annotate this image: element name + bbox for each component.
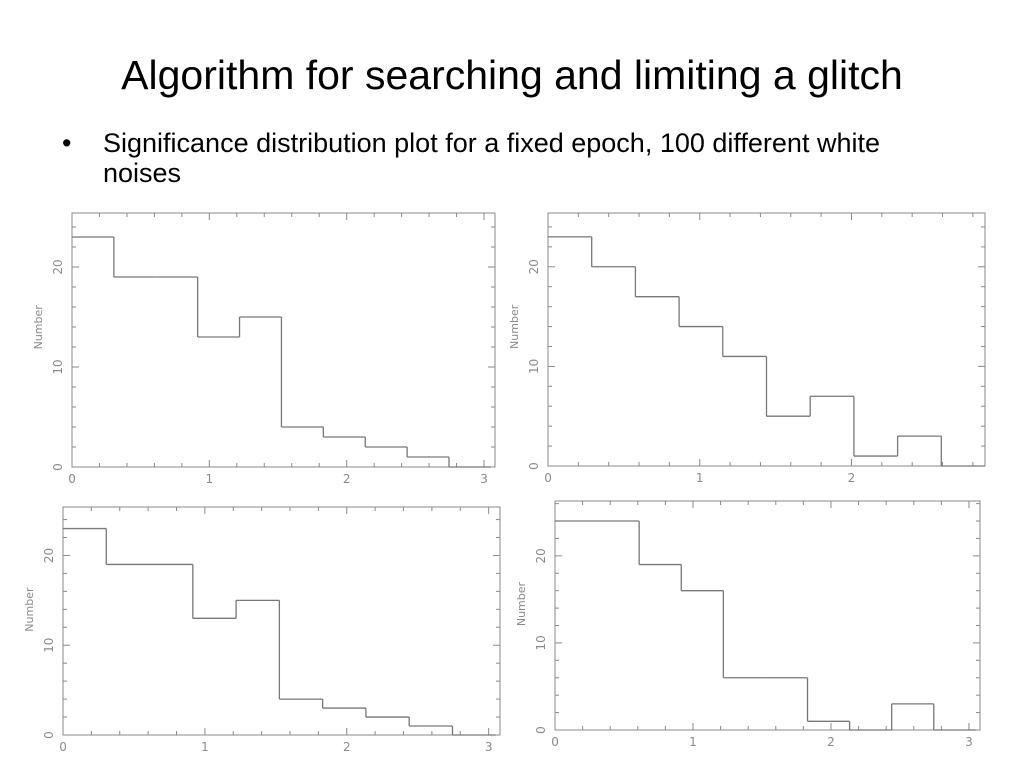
y-tick-label: 10 <box>42 638 56 653</box>
x-tick-label: 1 <box>201 740 209 754</box>
y-tick-label: 0 <box>51 463 65 471</box>
histogram-bottom-left: 0 1 2 3 0 10 20 Number <box>23 506 501 754</box>
x-tick-label: 2 <box>827 735 835 749</box>
x-tick-label: 0 <box>59 740 67 754</box>
y-tick-label: 20 <box>527 259 541 274</box>
x-tick-label: 0 <box>544 471 552 485</box>
y-tick-label: 0 <box>534 726 548 734</box>
y-axis-label: Number <box>508 304 521 349</box>
y-axis-label: Number <box>515 581 528 626</box>
histogram-top-left: 0 1 2 3 0 10 20 Number <box>32 212 496 486</box>
x-tick-label: 2 <box>343 740 351 754</box>
x-tick-label: 1 <box>696 471 704 485</box>
y-tick-label: 10 <box>527 359 541 374</box>
bullet-text: Significance distribution plot for a fix… <box>103 128 880 188</box>
x-tick-label: 1 <box>206 472 214 486</box>
x-tick-label: 3 <box>480 472 488 486</box>
x-tick-label: 3 <box>485 740 493 754</box>
x-tick-label: 2 <box>343 472 351 486</box>
plot-frame <box>554 500 981 731</box>
bullet-dot-icon: • <box>62 128 72 158</box>
y-tick-label: 20 <box>534 548 548 563</box>
y-tick-label: 0 <box>42 731 56 739</box>
y-tick-label: 10 <box>534 635 548 650</box>
y-tick-label: 20 <box>51 259 65 274</box>
x-tick-label: 0 <box>551 735 559 749</box>
x-tick-label: 1 <box>689 735 697 749</box>
y-tick-label: 20 <box>42 548 56 563</box>
plot-frame <box>547 212 986 467</box>
plot-frame <box>62 506 501 736</box>
y-tick-label: 10 <box>51 359 65 374</box>
slide-title: Algorithm for searching and limiting a g… <box>121 52 903 98</box>
y-axis-label: Number <box>32 305 45 350</box>
x-tick-label: 3 <box>965 735 973 749</box>
x-tick-label: 0 <box>68 472 76 486</box>
plot-frame <box>71 212 496 468</box>
x-tick-label: 2 <box>848 471 856 485</box>
histogram-bottom-right: 0 1 2 3 0 10 20 Number <box>515 500 981 749</box>
y-tick-label: 0 <box>527 462 541 470</box>
y-axis-label: Number <box>23 587 36 632</box>
